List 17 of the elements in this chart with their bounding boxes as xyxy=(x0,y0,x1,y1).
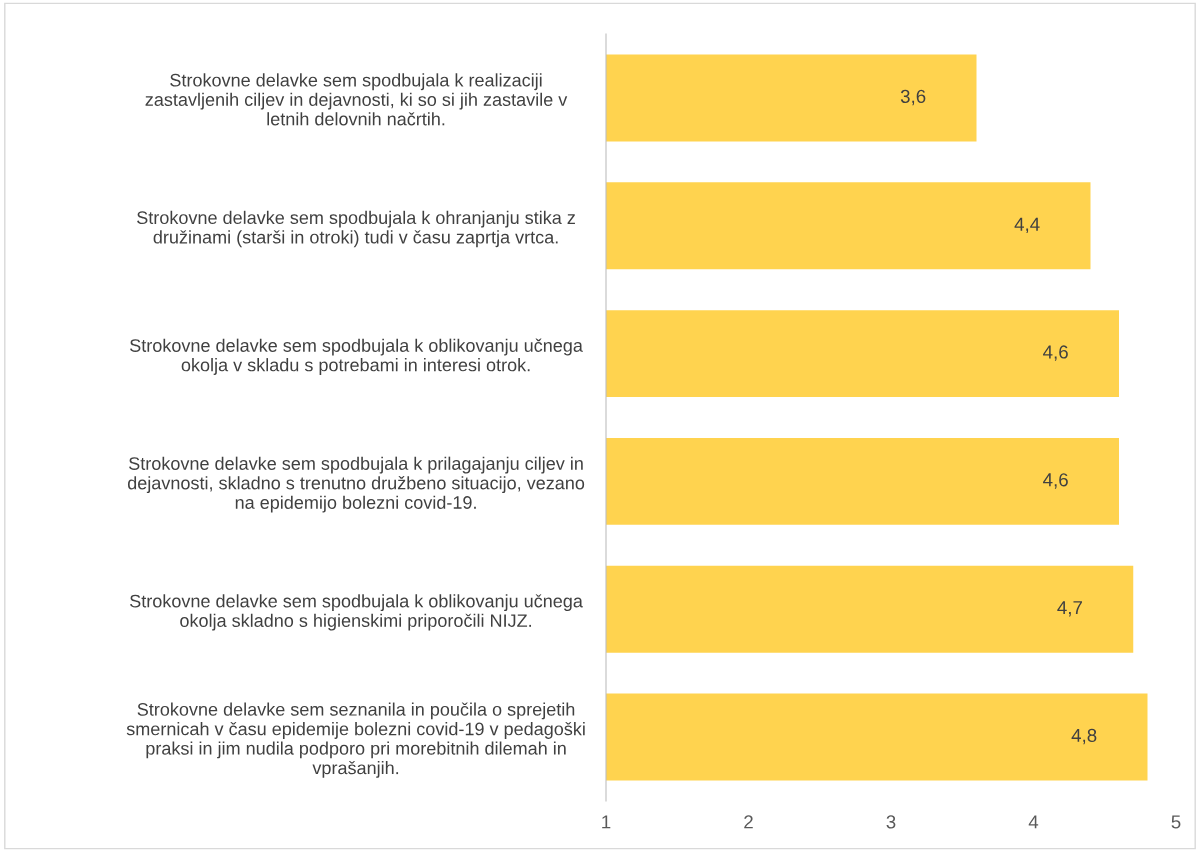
x-tick-label: 2 xyxy=(744,815,753,829)
x-tick-label: 1 xyxy=(602,815,611,829)
y-tick-label: Strokovne delavke sem spodbujala k ohranjanju stika z družinami (starši in otroki) tudi v času zaprtja vrtca. xyxy=(137,210,575,248)
x-tick-label: 5 xyxy=(1171,815,1181,829)
x-tick-label: 4 xyxy=(1028,815,1039,829)
y-tick-label: Strokovne delavke sem spodbujala k realizaciji zastavljenih ciljev in dejavnosti, ki so si jih zastavile v letnih delovnih načrtih. xyxy=(145,73,568,126)
y-tick-label: Strokovne delavke sem spodbujala k oblikovanju učnega okolja skladno s higienskimi priporočili NIJZ. xyxy=(130,594,583,631)
data-label: 4,6 xyxy=(1043,473,1068,489)
data-label: 3,6 xyxy=(900,89,926,106)
data-label: 4,8 xyxy=(1071,728,1097,745)
data-label: 4,7 xyxy=(1057,601,1082,617)
x-tick-label: 3 xyxy=(886,815,896,829)
y-tick-label: Strokovne delavke sem seznanila in poučila o sprejetih smernicah v času epidemije bolezni covid-19 v pedagoški praksi in jim nudila podporo pri morebitnih dilemah in vprašanjih. xyxy=(126,702,585,778)
y-tick-label: Strokovne delavke sem spodbujala k prilagajanju ciljev in dejavnosti, skladno s trenutno družbeno situacijo, vezano na epidemijo bolezni covid-19. xyxy=(127,456,585,513)
data-label: 4,6 xyxy=(1043,345,1068,361)
data-label: 4,4 xyxy=(1014,217,1040,234)
y-tick-label: Strokovne delavke sem spodbujala k oblikovanju učnega okolja v skladu s potrebami in interesi otrok. xyxy=(130,338,583,375)
